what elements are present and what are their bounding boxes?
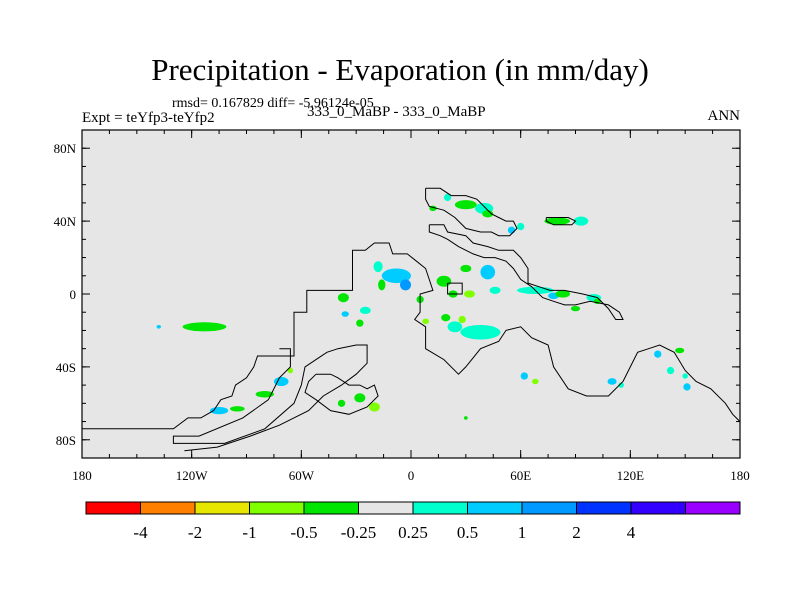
y-tick-label: 80N [54,141,77,156]
field-patch [618,382,624,388]
field-patch [447,321,463,333]
land-outline [447,282,463,295]
experiment-label: Expt = teYfp3-teYfp2 [82,110,215,126]
field-patch [378,279,386,291]
y-tick-label: 0 [70,287,77,302]
x-tick-label: 180 [730,468,750,483]
field-patch [368,402,380,412]
y-tick-label: 80S [56,433,76,448]
colorbar-box [521,501,577,515]
field-patch [460,324,501,340]
field-patch [441,314,451,322]
land-outline [425,187,518,237]
field-patch [273,376,289,387]
plot-background [82,130,740,458]
colorbar-box [140,501,196,515]
colorbar-box [358,501,414,515]
field-patch [182,322,227,332]
chart-title: Precipitation - Evaporation (in mm/day) [151,52,649,87]
field-patch [255,390,274,398]
field-patch [482,210,494,218]
field-patch [373,261,383,273]
land-outline [172,344,368,452]
land-outline [545,217,577,226]
land-outline [82,242,740,430]
field-patch [443,193,452,202]
colorbar-label: -2 [188,523,202,542]
season-label: ANN [707,108,741,124]
field-patch [675,347,685,354]
colorbar-box [303,501,359,515]
field-patch [337,293,349,303]
field-patch [517,222,525,231]
land-outline [428,224,624,320]
field-patch [520,372,528,380]
field-patch [422,318,429,325]
field-patch [341,311,349,317]
field-patch [507,226,516,234]
case-label: 333_0_MaBP - 333_0_MaBP [307,104,486,120]
field-patch [458,315,466,324]
colorbar-label: 0.5 [457,523,478,542]
field-patch [666,366,675,375]
field-patch [354,393,366,403]
field-patch [460,264,472,273]
field-patch [464,416,468,420]
x-tick-label: 180 [72,468,92,483]
colorbar-label: -0.5 [291,523,318,542]
colorbar-label: -4 [133,523,148,542]
x-tick-label: 60E [510,468,531,483]
stats-label: rmsd= 0.167829 diff= -5.96124e-05 [172,96,374,111]
colorbar-label: 1 [518,523,527,542]
field-patch [607,378,617,385]
field-patch [436,275,452,287]
x-tick-label: 120E [617,468,645,483]
field-patch [337,399,346,407]
colorbar-box [412,501,468,515]
colorbar-box [685,501,741,515]
field-patch [683,383,691,391]
field-patch [489,286,501,294]
field-patch [654,350,662,358]
field-patch [356,319,364,327]
colorbar-box [249,501,305,515]
colorbar-box [85,501,141,515]
field-patch [381,268,411,284]
colorbar-box [630,501,686,515]
x-tick-label: 60W [289,468,315,483]
field-patch [287,367,294,374]
y-tick-label: 40S [56,360,76,375]
colorbar-label: 2 [572,523,581,542]
colorbar-box [467,501,523,515]
colorbar-box [194,501,250,515]
colorbar-label: 0.25 [398,523,428,542]
colorbar-label: 4 [627,523,636,542]
field-patch [359,306,371,315]
field-patch [400,279,411,291]
field-patch [570,305,581,312]
field-patch [555,290,571,298]
field-patch [573,216,589,226]
field-patch [544,217,571,225]
colorbar-box [576,501,632,515]
land-outline [304,373,379,415]
field-patch [464,290,475,298]
x-tick-label: 0 [408,468,415,483]
field-patch [230,406,245,412]
field-patch [454,200,477,210]
x-tick-label: 120W [176,468,209,483]
y-tick-label: 40N [54,214,77,229]
field-patch [480,264,496,280]
field-patch [156,324,161,329]
field-patch [682,373,688,379]
colorbar-label: -0.25 [341,523,376,542]
colorbar-label: -1 [242,523,256,542]
field-patch [531,378,539,385]
